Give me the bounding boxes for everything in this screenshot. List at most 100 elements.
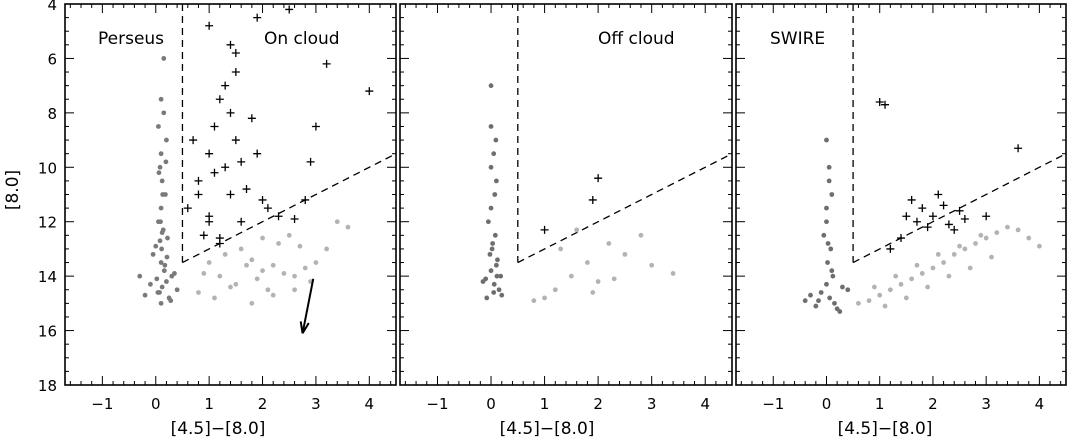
y-tick-label: 14 — [38, 268, 57, 286]
data-point-plus — [290, 214, 299, 223]
data-point-plus — [199, 231, 208, 240]
data-point — [574, 227, 580, 233]
divider-diagonal — [182, 153, 397, 264]
data-point-plus — [285, 5, 294, 14]
data-point — [159, 246, 165, 252]
y-tick-label: 6 — [47, 50, 57, 68]
data-point — [159, 284, 165, 290]
data-point — [260, 268, 265, 274]
data-point — [493, 137, 499, 143]
data-point — [638, 232, 644, 238]
data-point — [813, 303, 819, 309]
data-point — [935, 251, 941, 257]
data-point — [276, 241, 281, 246]
data-point — [499, 292, 505, 298]
data-point — [158, 300, 164, 306]
data-point — [161, 110, 167, 116]
data-point — [498, 273, 504, 279]
data-point — [148, 281, 153, 287]
data-point — [816, 298, 821, 304]
data-point-plus — [934, 190, 943, 199]
data-point-plus — [231, 136, 240, 145]
data-point — [941, 260, 946, 265]
data-point — [1036, 243, 1042, 249]
data-point — [611, 276, 617, 282]
data-point — [164, 137, 169, 143]
data-point-plus — [301, 195, 310, 204]
data-point — [249, 257, 255, 263]
data-point-plus — [237, 217, 246, 226]
data-point — [158, 151, 164, 157]
data-point — [334, 219, 340, 225]
data-point — [491, 281, 497, 287]
data-point — [158, 260, 164, 265]
data-point — [489, 246, 495, 252]
data-point — [808, 292, 813, 298]
data-point — [826, 164, 832, 170]
plot-frame — [399, 3, 733, 386]
data-point — [490, 241, 496, 246]
data-point-plus — [263, 204, 272, 213]
y-tick-label: 16 — [38, 323, 57, 341]
data-point — [893, 273, 899, 279]
data-point — [821, 232, 827, 238]
data-point-plus — [960, 214, 969, 223]
data-point-plus — [253, 13, 262, 22]
divider-diagonal — [852, 153, 1067, 264]
data-point — [160, 192, 166, 197]
data-point — [238, 246, 244, 252]
panel-label-perseus: Perseus — [98, 29, 164, 49]
data-point-plus — [215, 234, 224, 243]
y-tick-label: 10 — [38, 159, 57, 177]
x-tick-label: 4 — [365, 395, 375, 413]
data-point — [157, 238, 163, 244]
data-point — [828, 246, 834, 252]
reddening-arrow — [301, 278, 315, 334]
data-point — [172, 271, 177, 276]
data-point — [983, 235, 989, 241]
data-point-plus — [221, 81, 230, 90]
data-point — [494, 273, 500, 279]
x-tick-label: 1 — [875, 395, 885, 413]
data-point — [254, 276, 260, 282]
reddening-arrowhead — [299, 321, 310, 334]
data-point — [824, 281, 829, 287]
data-point-plus — [226, 108, 235, 117]
data-point — [1026, 235, 1032, 241]
data-point — [155, 290, 161, 295]
data-point — [154, 276, 160, 282]
data-point-plus — [907, 195, 916, 204]
divider-diagonal — [517, 153, 733, 264]
data-point — [164, 254, 170, 260]
plot-frame — [735, 3, 1067, 386]
data-point-plus — [210, 168, 219, 177]
data-point — [595, 279, 601, 284]
data-point-plus — [237, 157, 246, 166]
data-point-plus — [902, 212, 911, 221]
data-point — [174, 287, 180, 293]
x-tick-label: −1 — [91, 395, 113, 413]
data-point-plus — [258, 195, 267, 204]
data-point — [542, 295, 547, 301]
data-point — [270, 262, 276, 268]
x-tick-label: 1 — [540, 395, 550, 413]
data-point — [137, 273, 143, 279]
data-point — [492, 232, 498, 238]
data-point — [827, 295, 833, 301]
data-point — [866, 298, 872, 304]
data-point — [871, 284, 877, 290]
x-tick-label: 3 — [311, 395, 321, 413]
data-point — [324, 246, 329, 252]
data-point-plus — [1014, 144, 1023, 153]
data-point — [837, 309, 843, 314]
data-point — [493, 262, 499, 268]
data-point — [914, 262, 920, 268]
data-point — [165, 235, 170, 241]
data-point — [829, 268, 835, 274]
x-tick-label: 3 — [647, 395, 657, 413]
data-point — [967, 265, 973, 271]
data-point — [485, 219, 491, 225]
data-point-plus — [944, 220, 953, 229]
data-point — [488, 83, 494, 89]
data-point-plus — [939, 201, 948, 210]
